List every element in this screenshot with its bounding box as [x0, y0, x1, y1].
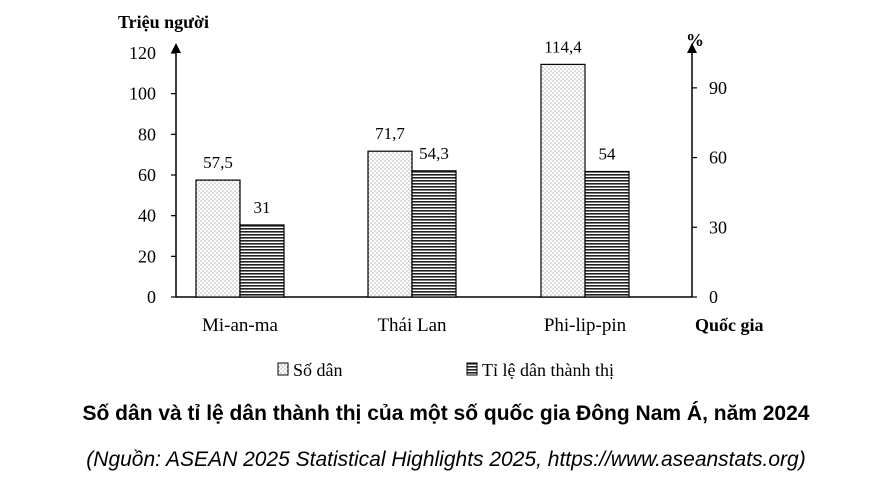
- bar-value-label: 54: [599, 145, 617, 164]
- left-tick-label: 40: [138, 206, 156, 226]
- right-tick-label: 0: [709, 287, 718, 307]
- bar-value-label: 71,7: [375, 124, 405, 143]
- bar-value-label: 57,5: [203, 153, 233, 172]
- bar-ti-le-2: [584, 170, 630, 298]
- legend-swatch-ti-le: [466, 362, 478, 376]
- left-axis-label: Triệu người: [118, 12, 209, 32]
- right-tick-label: 60: [709, 148, 727, 168]
- legend: Số dân Tỉ lệ dân thành thị: [277, 360, 614, 380]
- bar-ti-le-0: [239, 224, 285, 298]
- bar-so-dan-0: [195, 179, 241, 298]
- chart-title: Số dân và tỉ lệ dân thành thị của một số…: [82, 402, 810, 425]
- legend-swatch-so-dan: [277, 362, 289, 376]
- legend-label-ti-le: Tỉ lệ dân thành thị: [482, 360, 614, 380]
- category-label: Phi-lip-pin: [544, 315, 627, 336]
- x-axis-label: Quốc gia: [695, 315, 764, 335]
- bar-ti-le-1: [411, 170, 457, 298]
- left-tick-label: 100: [129, 84, 156, 104]
- left-tick-label: 20: [138, 246, 156, 266]
- left-tick-label: 60: [138, 165, 156, 185]
- legend-label-so-dan: Số dân: [293, 360, 343, 380]
- bar-so-dan-2: [540, 63, 586, 298]
- bars: [195, 63, 630, 298]
- left-tick-label: 0: [147, 287, 156, 307]
- category-label: Mi-an-ma: [202, 315, 279, 336]
- right-tick-label: 90: [709, 78, 727, 98]
- left-tick-label: 120: [129, 43, 156, 63]
- left-axis-ticks: 0 20 40 60 80 100 120: [129, 43, 176, 307]
- bar-so-dan-1: [367, 150, 413, 298]
- chart: Triệu người % Quốc gia 0 20 40 60 80 100 120 0…: [118, 12, 764, 380]
- category-label: Thái Lan: [377, 315, 447, 336]
- bar-value-label: 31: [254, 198, 271, 217]
- bar-labels: 57,5 31 71,7 54,3 114,4 54: [203, 37, 616, 217]
- left-tick-label: 80: [138, 124, 156, 144]
- right-axis-ticks: 0 30 60 90: [692, 78, 727, 307]
- right-axis-label: %: [686, 30, 704, 50]
- right-tick-label: 30: [709, 217, 727, 237]
- chart-source: (Nguồn: ASEAN 2025 Statistical Highlight…: [86, 448, 806, 471]
- bar-value-label: 54,3: [419, 144, 449, 163]
- bar-value-label: 114,4: [544, 37, 582, 56]
- category-labels: Mi-an-ma Thái Lan Phi-lip-pin: [202, 315, 627, 336]
